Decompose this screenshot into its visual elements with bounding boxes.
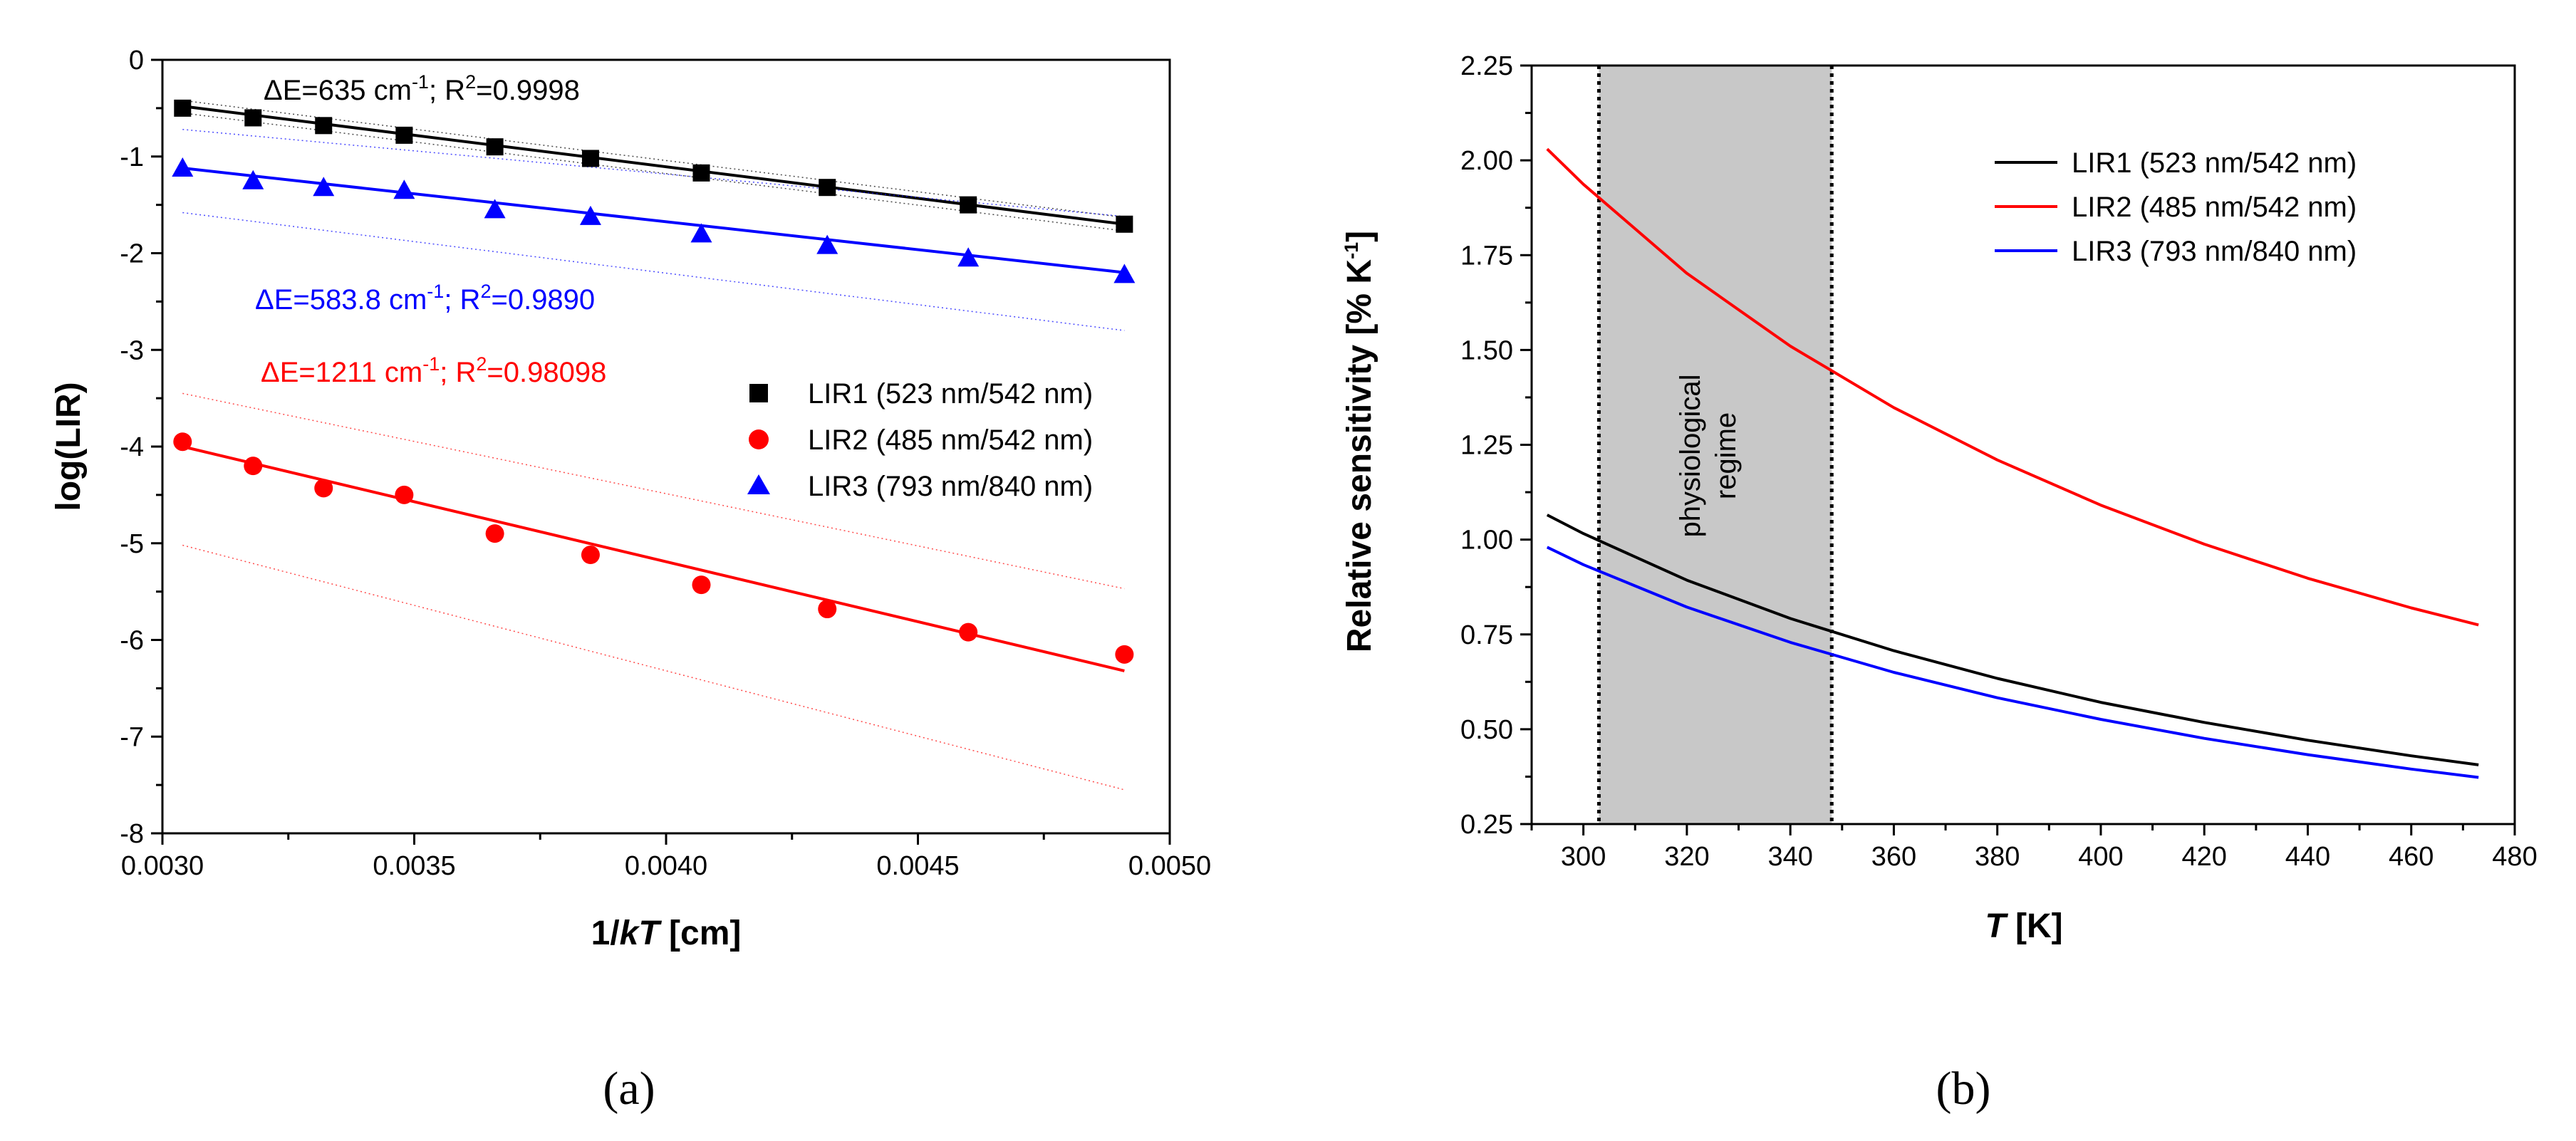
legend-label-lir1: LIR1 (523 nm/542 nm)	[2072, 147, 2357, 179]
y-tick-label: -1	[120, 142, 144, 172]
annotation-lir1: ΔE=635 cm-1; R2=0.9998	[264, 71, 580, 106]
legend-label-lir1: LIR1 (523 nm/542 nm)	[808, 378, 1093, 410]
y-tick-label: 0.25	[1460, 810, 1513, 840]
series-line	[1546, 546, 2479, 779]
data-point	[1113, 264, 1136, 283]
x-tick-label: 480	[2492, 842, 2537, 872]
data-point	[174, 99, 192, 117]
data-point	[393, 179, 415, 199]
y-tick-label: -6	[120, 626, 144, 656]
data-point	[692, 164, 710, 182]
x-tick-label: 420	[2182, 842, 2227, 872]
data-point	[484, 199, 506, 219]
data-point	[581, 150, 599, 167]
series-line	[1546, 514, 2479, 766]
data-point	[242, 170, 264, 189]
confidence-band-line	[182, 212, 1125, 331]
confidence-band-line	[182, 128, 1125, 217]
legend-label-lir3: LIR3 (793 nm/840 nm)	[2072, 236, 2357, 267]
x-tick-label: 0.0035	[373, 851, 455, 881]
y-tick-label: 2.00	[1460, 146, 1513, 176]
y-tick-label: -5	[120, 529, 144, 559]
region-label: physiological regime	[1675, 374, 1742, 537]
data-point	[314, 479, 333, 498]
data-point	[819, 179, 836, 197]
region-label-line2: regime	[1710, 412, 1742, 499]
x-tick-label: 380	[1975, 842, 2020, 872]
legend-marker-lir2	[749, 429, 769, 449]
y-tick-label: 1.50	[1460, 335, 1513, 365]
legend-label-lir3: LIR3 (793 nm/840 nm)	[808, 471, 1093, 502]
y-tick-label: 1.75	[1460, 241, 1513, 271]
y-tick-label: -4	[120, 432, 144, 462]
data-point	[313, 177, 335, 197]
x-tick-label: 340	[1767, 842, 1812, 872]
x-tick-label: 0.0050	[1128, 851, 1211, 881]
x-tick-label: 440	[2285, 842, 2330, 872]
region-label-line1: physiological	[1675, 374, 1706, 537]
x-tick-label: 320	[1664, 842, 1709, 872]
y-tick-label: 2.25	[1460, 51, 1513, 81]
legend-label-lir2: LIR2 (485 nm/542 nm)	[2072, 192, 2357, 223]
physiological-regime-band	[1599, 66, 1832, 824]
panel-a-x-axis-title: 1/kT [cm]	[591, 915, 742, 952]
y-tick-label: 1.25	[1460, 431, 1513, 461]
panel-b-legend: LIR1 (523 nm/542 nm) LIR2 (485 nm/542 nm…	[1995, 147, 2357, 267]
data-point	[960, 196, 977, 214]
panel-b-caption: (b)	[1936, 1063, 1991, 1115]
legend-marker-lir1	[749, 384, 768, 402]
data-point	[579, 205, 601, 225]
x-tick-label: 0.0045	[876, 851, 959, 881]
data-point	[690, 223, 712, 243]
data-point	[395, 485, 414, 504]
panel-a-legend: LIR1 (523 nm/542 nm) LIR2 (485 nm/542 nm…	[747, 378, 1093, 502]
panel-b-x-axis-title: T [K]	[1985, 907, 2062, 945]
panel-b-y-axis-title: Relative sensitivity [% K-1]	[1341, 231, 1378, 652]
data-point	[395, 126, 413, 144]
panel-a-caption: (a)	[603, 1063, 655, 1115]
y-tick-label: 0	[129, 46, 144, 75]
data-point	[692, 575, 711, 595]
x-tick-label: 460	[2389, 842, 2434, 872]
data-point	[957, 247, 980, 267]
panel-a-y-axis-title: log(LIR)	[50, 382, 88, 511]
series-line	[1546, 147, 2479, 627]
data-point	[959, 622, 978, 642]
legend-label-lir2: LIR2 (485 nm/542 nm)	[808, 424, 1093, 456]
data-point	[581, 546, 600, 565]
data-point	[315, 117, 333, 135]
y-tick-label: -7	[120, 722, 144, 752]
data-point	[244, 109, 262, 127]
y-tick-label: 1.00	[1460, 526, 1513, 556]
x-tick-label: 0.0030	[121, 851, 204, 881]
annotation-lir2: ΔE=1211 cm-1; R2=0.98098	[261, 353, 606, 388]
data-point	[172, 157, 194, 177]
data-point	[1116, 215, 1133, 233]
y-tick-label: 0.50	[1460, 715, 1513, 745]
confidence-band-line	[182, 544, 1125, 791]
x-tick-label: 360	[1871, 842, 1916, 872]
data-point	[244, 457, 263, 476]
data-point	[1115, 645, 1134, 664]
y-tick-label: -8	[120, 819, 144, 849]
annotation-lir3: ΔE=583.8 cm-1; R2=0.9890	[255, 281, 595, 316]
y-tick-label: -3	[120, 335, 144, 365]
data-point	[486, 138, 504, 156]
x-tick-label: 0.0040	[625, 851, 707, 881]
x-tick-label: 300	[1561, 842, 1606, 872]
data-point	[818, 600, 837, 619]
y-tick-label: 0.75	[1460, 620, 1513, 650]
x-tick-label: 400	[2078, 842, 2123, 872]
data-point	[173, 432, 192, 452]
legend-marker-lir3	[747, 474, 770, 494]
panel-b-chart: physiological regime 300 320 340 360 380 400 42…	[1341, 51, 2538, 945]
panel-a-chart: 0.0030 0.0035 0.0040 0.0045 0.0050 0 -1 -2 -3 -4 -…	[50, 46, 1211, 952]
data-point	[485, 524, 504, 543]
data-point	[816, 234, 838, 254]
y-tick-label: -2	[120, 239, 144, 269]
